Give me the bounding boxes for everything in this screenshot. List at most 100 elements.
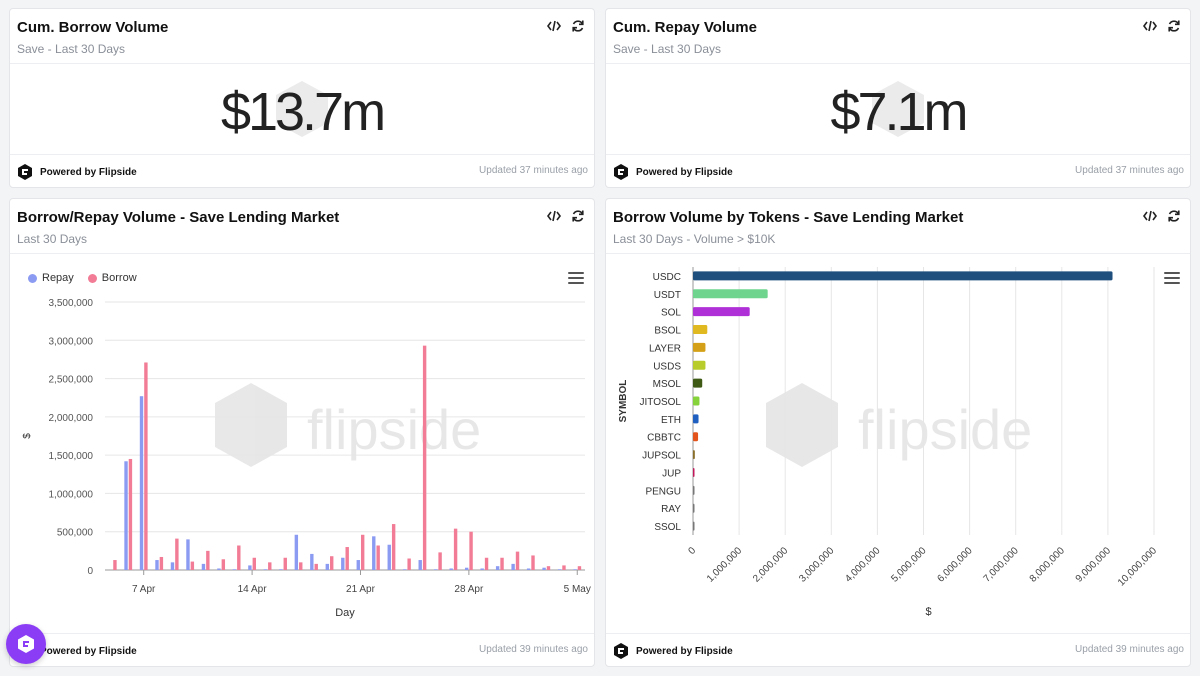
bar-borrow[interactable] <box>175 538 179 570</box>
bar-borrow[interactable] <box>391 524 396 570</box>
y-tick-label: RAY <box>661 504 681 515</box>
bar-repay[interactable] <box>495 566 500 570</box>
bar-repay[interactable] <box>526 568 531 570</box>
chart-menu-button[interactable] <box>1164 272 1180 286</box>
refresh-icon[interactable] <box>1166 208 1182 224</box>
watermark-cube <box>215 383 287 467</box>
bar-borrow[interactable] <box>252 557 256 570</box>
bar-repay[interactable] <box>325 563 330 570</box>
bar-borrow[interactable] <box>422 345 427 570</box>
bar-borrow[interactable] <box>314 563 318 570</box>
bar-repay[interactable] <box>356 560 360 570</box>
bar-usds[interactable] <box>693 360 706 370</box>
chart-menu-button[interactable] <box>568 272 584 286</box>
bar-borrow[interactable] <box>484 557 489 570</box>
bar-jup[interactable] <box>693 467 695 477</box>
bar-repay[interactable] <box>263 569 268 570</box>
bar-eth[interactable] <box>693 414 699 424</box>
bar-borrow[interactable] <box>562 565 566 570</box>
bar-borrow[interactable] <box>438 552 442 570</box>
x-tick-label: 9,000,000 <box>1074 545 1114 585</box>
bar-borrow[interactable] <box>190 561 195 570</box>
refresh-icon[interactable] <box>1166 18 1182 34</box>
bar-repay[interactable] <box>124 461 128 570</box>
bar-borrow[interactable] <box>299 562 303 570</box>
powered-by-link[interactable]: Powered by Flipside <box>16 163 137 181</box>
bar-borrow[interactable] <box>159 556 164 570</box>
bar-msol[interactable] <box>693 378 703 388</box>
bar-borrow[interactable] <box>128 458 133 570</box>
bar-repay[interactable] <box>480 568 484 570</box>
bar-borrow[interactable] <box>237 545 241 570</box>
bar-borrow[interactable] <box>144 362 148 570</box>
bar-repay[interactable] <box>387 544 391 570</box>
bar-borrow[interactable] <box>531 555 535 570</box>
y-tick-label: 500,000 <box>57 528 94 539</box>
bar-borrow[interactable] <box>515 551 520 570</box>
refresh-icon[interactable] <box>570 18 586 34</box>
bar-borrow[interactable] <box>221 559 226 570</box>
bar-repay[interactable] <box>232 569 237 570</box>
bar-repay[interactable] <box>418 560 422 570</box>
x-tick-label: 4,000,000 <box>843 545 883 585</box>
chat-bubble-icon[interactable] <box>6 624 46 664</box>
bar-repay[interactable] <box>511 563 515 570</box>
bar-repay[interactable] <box>372 536 376 570</box>
bar-borrow[interactable] <box>407 558 411 570</box>
legend-item-borrow[interactable]: Borrow <box>87 272 137 284</box>
bar-jupsol[interactable] <box>693 450 695 460</box>
legend-item-repay[interactable]: Repay <box>28 272 74 284</box>
bar-layer[interactable] <box>693 342 706 352</box>
bar-repay[interactable] <box>139 396 144 570</box>
refresh-icon[interactable] <box>570 208 586 224</box>
bar-repay[interactable] <box>310 553 314 570</box>
bar-borrow[interactable] <box>376 545 380 570</box>
bar-repay[interactable] <box>217 568 221 570</box>
code-icon[interactable] <box>1142 208 1158 224</box>
bar-repay[interactable] <box>557 569 562 570</box>
bar-borrow[interactable] <box>546 566 551 570</box>
bar-repay[interactable] <box>434 569 438 570</box>
bar-repay[interactable] <box>294 534 299 570</box>
bar-borrow[interactable] <box>500 557 504 570</box>
bar-bsol[interactable] <box>693 325 708 335</box>
code-icon[interactable] <box>1142 18 1158 34</box>
bar-borrow[interactable] <box>113 560 117 570</box>
bar-repay[interactable] <box>170 562 175 570</box>
bar-sol[interactable] <box>693 307 750 317</box>
bar-repay[interactable] <box>573 569 577 570</box>
x-tick-label: 1,000,000 <box>705 545 745 585</box>
bar-pengu[interactable] <box>693 485 695 495</box>
bar-repay[interactable] <box>201 563 206 570</box>
bar-repay[interactable] <box>403 569 407 570</box>
bar-jitosol[interactable] <box>693 396 700 406</box>
bar-ray[interactable] <box>693 503 695 513</box>
code-icon[interactable] <box>546 208 562 224</box>
bar-cbbtc[interactable] <box>693 432 699 442</box>
bar-borrow[interactable] <box>577 566 582 570</box>
y-tick-label: 3,000,000 <box>49 336 94 347</box>
bar-repay[interactable] <box>186 539 190 570</box>
bar-borrow[interactable] <box>283 557 287 570</box>
bar-ssol[interactable] <box>693 521 695 531</box>
bar-borrow[interactable] <box>469 531 473 570</box>
bar-usdt[interactable] <box>693 289 768 299</box>
bar-borrow[interactable] <box>330 556 334 570</box>
bar-borrow[interactable] <box>453 528 458 570</box>
powered-by-link[interactable]: Powered by Flipside <box>612 163 733 181</box>
powered-by-link[interactable]: Powered by Flipside <box>612 642 733 660</box>
flipside-logo-icon <box>614 643 628 659</box>
code-icon[interactable] <box>546 18 562 34</box>
bar-repay[interactable] <box>155 560 159 570</box>
bar-borrow[interactable] <box>206 550 210 570</box>
bar-borrow[interactable] <box>268 562 272 570</box>
bar-repay[interactable] <box>464 567 469 570</box>
bar-repay[interactable] <box>279 569 283 570</box>
bar-borrow[interactable] <box>360 534 365 570</box>
bar-repay[interactable] <box>542 567 546 570</box>
bar-repay[interactable] <box>449 568 453 570</box>
bar-repay[interactable] <box>341 557 345 570</box>
bar-borrow[interactable] <box>345 547 349 570</box>
bar-usdc[interactable] <box>693 271 1113 281</box>
bar-repay[interactable] <box>248 565 252 570</box>
